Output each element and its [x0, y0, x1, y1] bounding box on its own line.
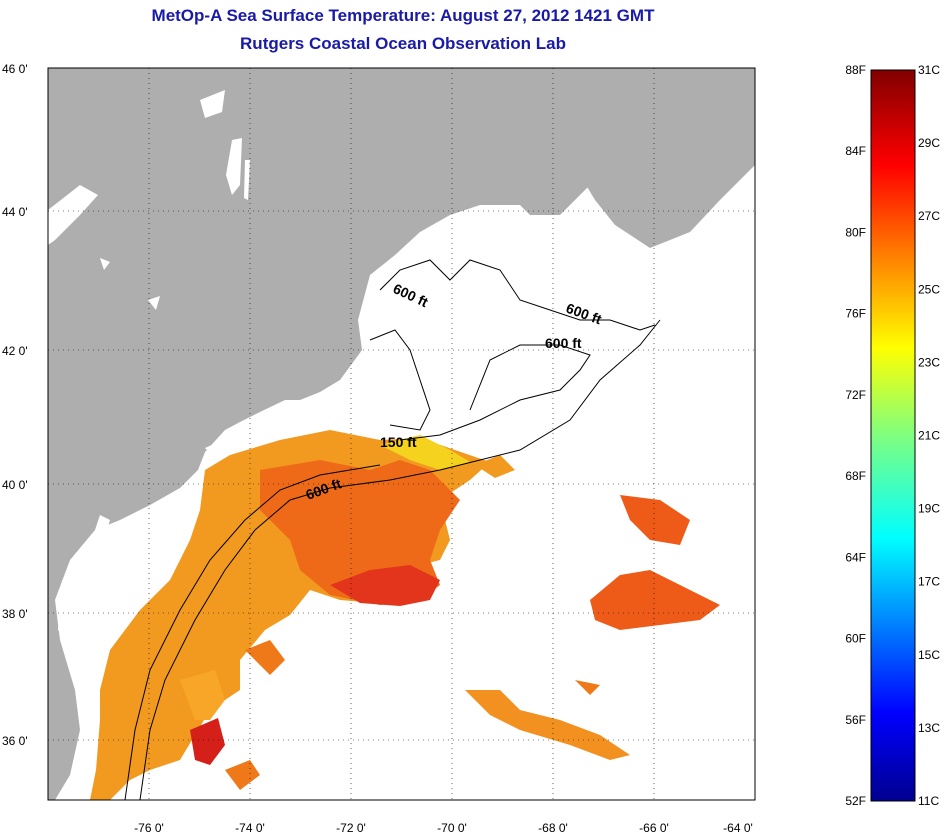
colorbar-f-label: 68F [845, 469, 866, 483]
colorbar-c-label: 27C [918, 209, 940, 223]
lat-tick-label: 42 0' [2, 344, 28, 358]
bathymetry-contours [124, 259, 661, 800]
lon-tick-label: -76 0' [134, 821, 164, 835]
map-frame [47, 67, 756, 801]
lon-tick-label: -68 0' [538, 821, 568, 835]
colorbar-c-label: 21C [918, 429, 940, 443]
colorbar-f-label: 72F [845, 388, 866, 402]
long-island [205, 418, 305, 455]
colorbar-f-label: 76F [845, 307, 866, 321]
colorbar-c-label: 13C [918, 721, 940, 735]
map-title: MetOp-A Sea Surface Temperature: August … [151, 6, 655, 25]
colorbar-f-label: 64F [845, 550, 866, 564]
lake-shapes [48, 90, 250, 310]
colorbar-c-label: 15C [918, 648, 940, 662]
chesapeake-bay [58, 515, 110, 690]
colorbar-f-label: 84F [845, 144, 866, 158]
colorbar-f-label: 56F [845, 713, 866, 727]
colorbar-c-label: 29C [918, 136, 940, 150]
lat-tick-label: 44 0' [2, 205, 28, 219]
lon-tick-label: -64 0' [723, 821, 753, 835]
map-subtitle: Rutgers Coastal Ocean Observation Lab [240, 34, 566, 53]
lat-tick-label: 36 0' [2, 734, 28, 748]
colorbar-f-label: 60F [845, 632, 866, 646]
contour-label: 150 ft [380, 434, 417, 450]
land-nova-scotia [580, 105, 755, 248]
colorbar-c-label: 31C [918, 63, 940, 77]
colorbar-c-label: 19C [918, 502, 940, 516]
colorbar-c-labels: 31C 29C 27C 25C 23C 21C 19C 17C 15C 13C 11C [918, 63, 940, 808]
graticule [48, 68, 755, 800]
lon-tick-label: -66 0' [639, 821, 669, 835]
sst-data [90, 430, 720, 800]
lon-tick-label: -70 0' [437, 821, 467, 835]
colorbar-f-label: 88F [845, 63, 866, 77]
lat-tick-label: 46 0' [2, 62, 28, 76]
colorbar-c-label: 25C [918, 282, 940, 296]
colorbar-c-label: 11C [918, 794, 939, 808]
colorbar-f-label: 80F [845, 225, 866, 239]
colorbar-c-label: 23C [918, 355, 940, 369]
land-mainland [48, 68, 755, 800]
colorbar-c-label: 17C [918, 575, 940, 589]
lon-tick-label: -72 0' [336, 821, 366, 835]
colorbar [870, 69, 916, 802]
lat-tick-label: 38 0' [2, 607, 28, 621]
contour-label: 600 ft [545, 335, 582, 351]
colorbar-f-labels: 88F 84F 80F 76F 72F 68F 64F 60F 56F 52F [845, 63, 866, 808]
lat-tick-label: 40 0' [2, 478, 28, 492]
lon-tick-label: -74 0' [235, 821, 265, 835]
colorbar-f-label: 52F [845, 794, 866, 808]
